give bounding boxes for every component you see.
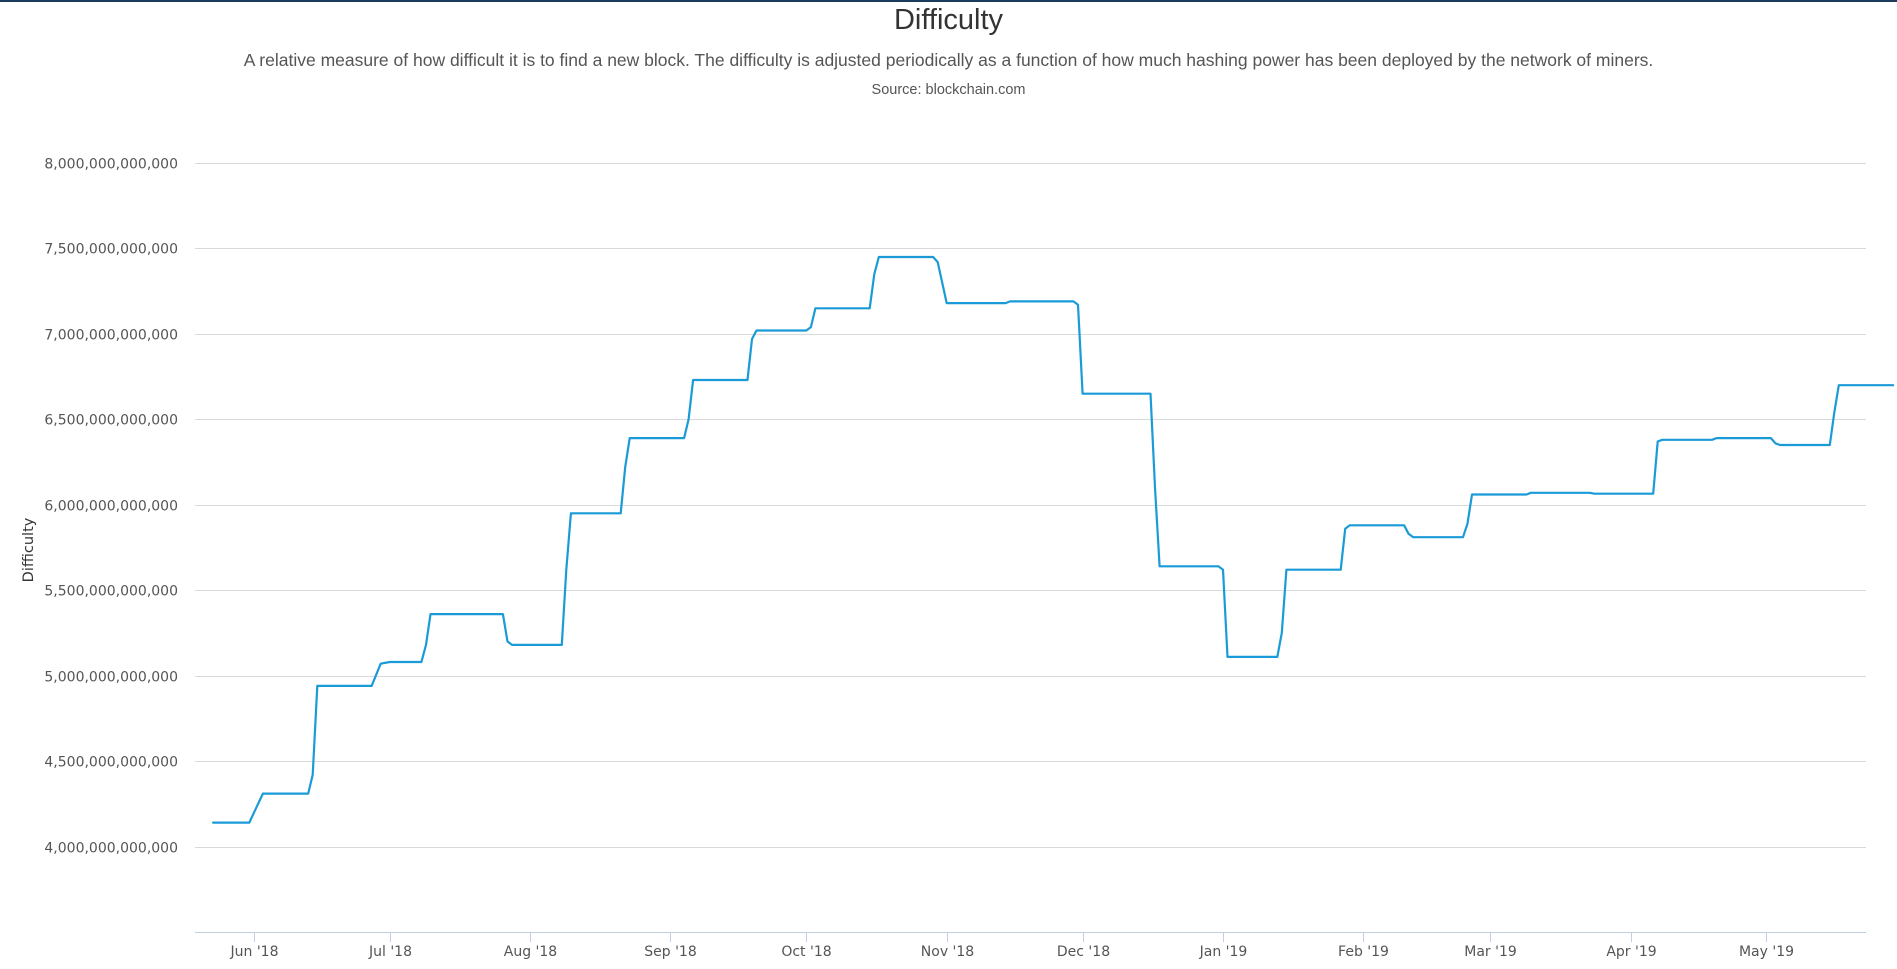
x-tick-label: Aug '18 [504, 944, 557, 960]
x-tick-label: Oct '18 [781, 944, 831, 960]
x-tick-label: Dec '18 [1057, 944, 1110, 960]
y-tick-label: 6,000,000,000,000 [44, 499, 178, 515]
y-tick-label: 5,500,000,000,000 [44, 584, 178, 600]
chart-subtitle: A relative measure of how difficult it i… [243, 50, 1654, 70]
x-tick-label: Apr '19 [1606, 944, 1656, 960]
x-tick-label: May '19 [1739, 944, 1794, 960]
y-tick-label: 5,000,000,000,000 [44, 670, 178, 686]
x-tick-label: Nov '18 [921, 944, 974, 960]
y-tick-label: 4,500,000,000,000 [44, 755, 178, 771]
x-tick-label: Jun '18 [230, 944, 279, 960]
axis-layer: 4,000,000,000,000 4,500,000,000,000 5,000,… [44, 157, 1866, 960]
top-rule [0, 0, 1897, 2]
y-tick-label: 7,000,000,000,000 [44, 328, 178, 344]
x-tick-label: Jul '18 [368, 944, 412, 960]
x-tick-label: Sep '18 [644, 944, 697, 960]
x-tick-label: Jan '19 [1199, 944, 1248, 960]
y-tick-label: 6,500,000,000,000 [44, 413, 178, 429]
x-tick-label: Mar '19 [1464, 944, 1517, 960]
difficulty-series-line [212, 255, 1895, 824]
grid-layer [195, 163, 1866, 848]
x-tick-label: Feb '19 [1338, 944, 1389, 960]
y-tick-label: 7,500,000,000,000 [44, 242, 178, 258]
y-axis-label: Difficulty [21, 517, 37, 582]
series-layer [212, 255, 1895, 824]
chart-source: Source: blockchain.com [871, 82, 1026, 98]
y-tick-label: 4,000,000,000,000 [44, 841, 178, 857]
y-tick-label: 8,000,000,000,000 [44, 157, 178, 173]
chart-title: Difficulty [893, 4, 1004, 36]
